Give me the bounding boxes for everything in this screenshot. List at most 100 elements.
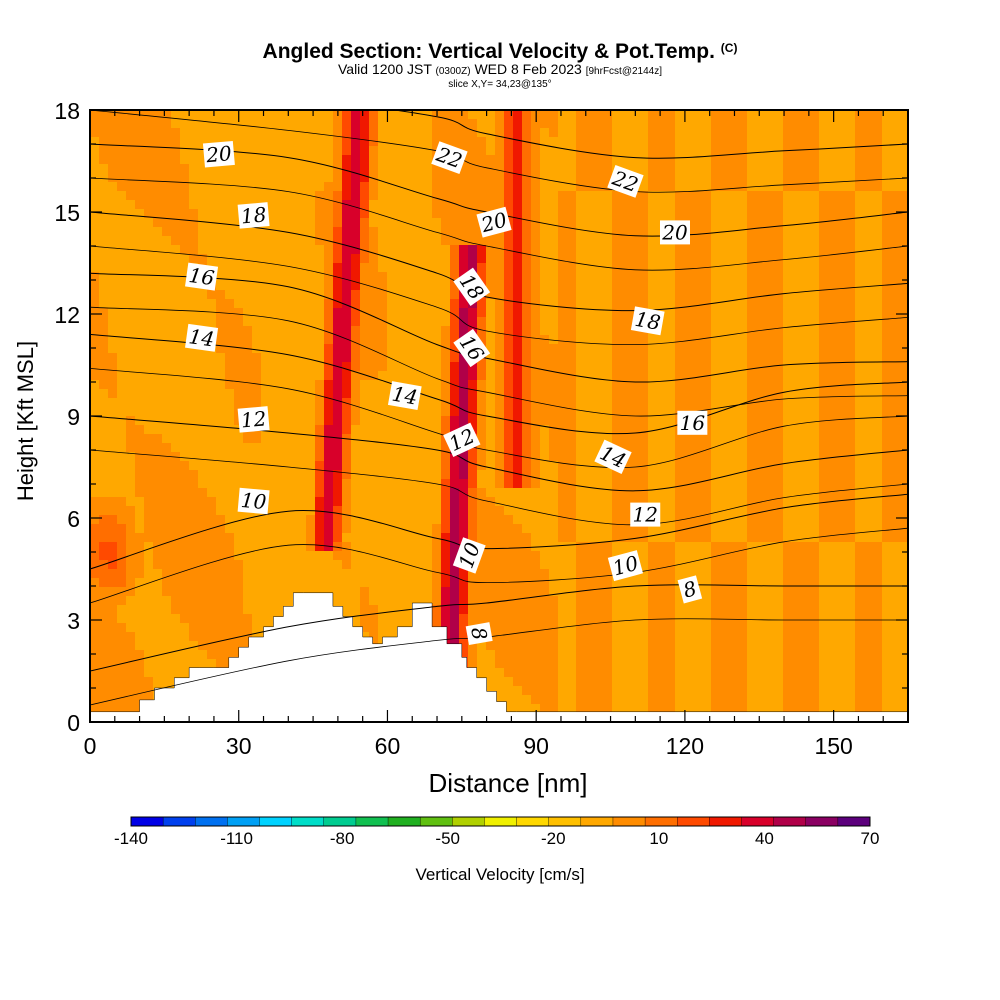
- x-tick-label: 150: [814, 733, 852, 759]
- colorbar-swatch: [677, 816, 710, 827]
- contour-label-box: [387, 381, 422, 411]
- contour-label-box: [452, 537, 486, 574]
- colorbar-swatch: [452, 816, 485, 827]
- colorbar-swatch: [548, 816, 582, 827]
- terrain-mask: [90, 592, 908, 722]
- contour-label-text: 20: [661, 220, 688, 244]
- colorbar-swatch: [484, 816, 518, 827]
- contour-label-text: 8: [466, 625, 492, 642]
- contour-label-20: 20: [659, 220, 690, 245]
- colorbar-swatch: [419, 816, 453, 827]
- contour-label-box: [202, 140, 235, 168]
- colorbar-swatch: [387, 816, 421, 827]
- contour-label-box: [443, 422, 481, 458]
- contour-label-box: [659, 220, 690, 245]
- chart-subtitle: Valid 1200 JST (0300Z) WED 8 Feb 2023 [9…: [337, 61, 663, 77]
- contour-label-text: 18: [240, 202, 267, 228]
- copyright-mark: (C): [720, 41, 738, 55]
- colorbar-tick-label: -110: [220, 829, 253, 848]
- contour-label-text: 12: [240, 406, 267, 432]
- contour-label-box: [237, 406, 270, 433]
- theta-contour-16: [90, 272, 908, 383]
- colorbar-swatch: [773, 816, 807, 827]
- contour-label-16: 16: [677, 410, 708, 435]
- contour-label-box: [237, 202, 270, 229]
- contour-label-box: [630, 502, 661, 527]
- theta-contour-minor-22: [90, 110, 908, 193]
- contour-label-text: 14: [187, 324, 216, 351]
- contour-label-box: [453, 328, 491, 368]
- x-tick-label: 60: [375, 733, 401, 759]
- y-tick-label: 0: [67, 710, 80, 736]
- theta-contour-minor-18: [90, 245, 908, 346]
- colorbar-swatch: [323, 816, 357, 827]
- theta-contours: [90, 110, 908, 706]
- contour-label-text: 12: [633, 503, 658, 527]
- x-tick-label: 0: [84, 733, 97, 759]
- contour-label-16: 16: [185, 262, 219, 291]
- y-tick-label: 15: [54, 200, 80, 226]
- contour-label-20: 20: [202, 140, 235, 168]
- contour-label-8: 8: [465, 622, 493, 646]
- colorbar-tick-label: -80: [330, 829, 355, 848]
- contour-label-18: 18: [237, 202, 270, 229]
- contour-label-22: 22: [431, 141, 468, 175]
- colorbar-swatch: [516, 816, 550, 827]
- contour-label-12: 12: [630, 502, 661, 527]
- contour-label-box: [607, 164, 644, 198]
- y-tick-label: 6: [67, 506, 80, 532]
- theta-contour-14: [90, 333, 908, 435]
- x-axis-label: Distance [nm]: [429, 768, 588, 798]
- y-axis-label: Height [Kft MSL]: [13, 341, 38, 501]
- colorbar-swatch: [580, 816, 614, 827]
- contour-label-box: [594, 439, 632, 475]
- contour-label-box: [476, 206, 512, 238]
- colorbar-tick-label: -20: [541, 829, 566, 848]
- colorbar-tick-label: -140: [114, 829, 148, 848]
- colorbar-swatch: [612, 816, 646, 827]
- x-tick-label: 90: [523, 733, 549, 759]
- colorbar-swatch: [259, 816, 293, 827]
- colorbar-swatch: [130, 816, 164, 827]
- colorbar-swatch: [227, 816, 261, 827]
- x-tick-label: 30: [226, 733, 252, 759]
- y-tick-label: 9: [67, 404, 80, 430]
- theta-contour-minor-14: [90, 368, 908, 468]
- contour-label-14: 14: [387, 381, 422, 411]
- contour-label-box: [431, 141, 468, 175]
- contour-label-text: 16: [187, 263, 216, 290]
- theta-contour-minor-16: [90, 306, 908, 417]
- contour-label-box: [185, 323, 219, 352]
- y-tick-label: 18: [54, 98, 80, 124]
- x-tick-label: 120: [666, 733, 704, 759]
- contour-label-18: 18: [630, 306, 665, 336]
- contour-label-box: [237, 487, 270, 515]
- contour-label-text: 8: [681, 576, 700, 602]
- colorbar-tick-label: 10: [649, 829, 668, 848]
- contour-label-text: 14: [390, 382, 419, 410]
- colorbar-swatch: [291, 816, 325, 827]
- contour-label-box: [607, 550, 644, 582]
- colorbar-swatch: [741, 816, 775, 827]
- chart-title: Angled Section: Vertical Velocity & Pot.…: [262, 40, 738, 63]
- colorbar-swatch: [195, 816, 228, 827]
- colorbar-swatch: [837, 816, 871, 827]
- theta-contour-minor-10: [90, 527, 908, 604]
- contour-label-box: [677, 575, 703, 604]
- colorbar-swatch: [355, 816, 389, 827]
- theta-contour-12: [90, 415, 908, 492]
- theta-contour-minor-20: [90, 177, 908, 271]
- contour-label-14: 14: [185, 323, 219, 352]
- colorbar-swatch: [644, 816, 678, 827]
- contour-label-12: 12: [237, 406, 270, 433]
- theta-contour-10: [90, 493, 908, 570]
- contour-label-text: 18: [633, 307, 662, 335]
- contour-label-10: 10: [237, 487, 270, 515]
- theta-contour-8: [90, 584, 908, 672]
- slice-info: slice X,Y= 34,23@135°: [448, 79, 552, 90]
- colorbar: -140 -110 -80 -50 -20 10 40 70 Vertical Velocity…: [114, 816, 879, 884]
- chart-title-block: Angled Section: Vertical Velocity & Pot.…: [0, 36, 1000, 90]
- colorbar-swatch: [709, 816, 742, 827]
- colorbar-tick-label: 40: [755, 829, 774, 848]
